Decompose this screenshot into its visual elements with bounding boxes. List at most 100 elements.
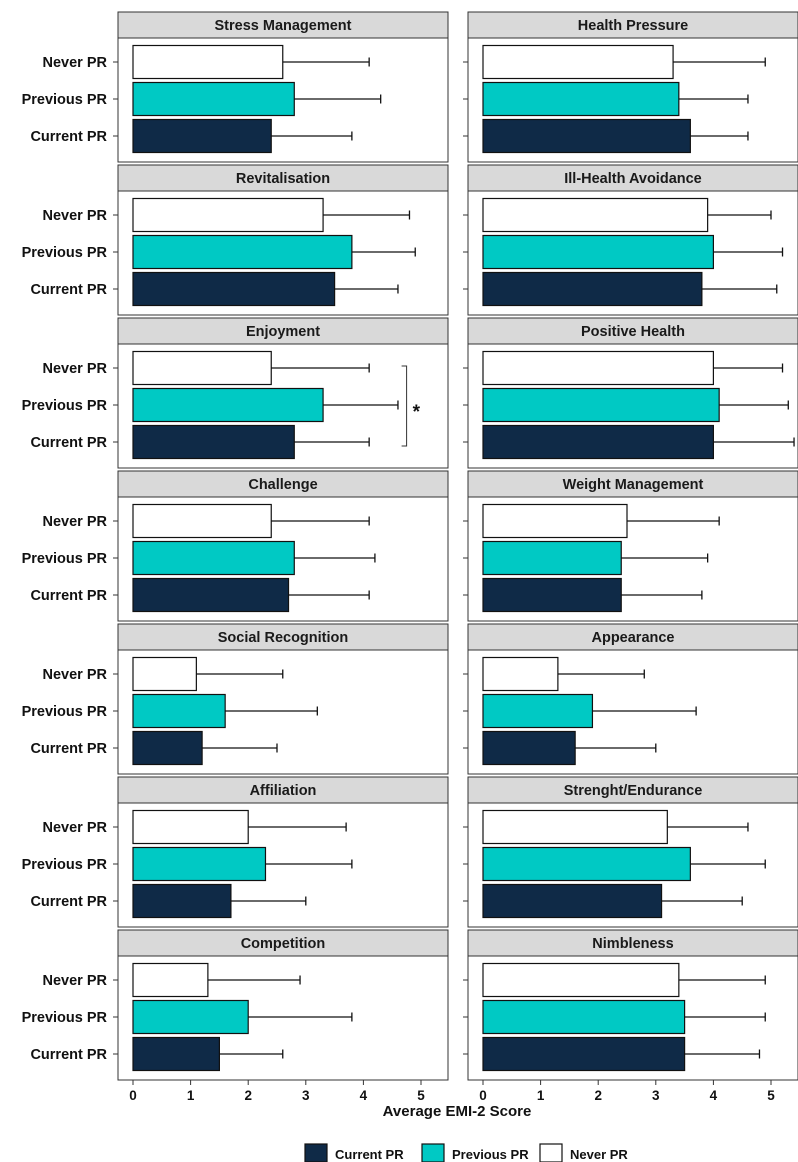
bar-previous-pr bbox=[482, 693, 594, 729]
bar-previous-pr bbox=[482, 999, 686, 1035]
panel-positive-health: Positive Health bbox=[463, 317, 798, 469]
panel-title: Enjoyment bbox=[246, 324, 320, 340]
bar-never-pr bbox=[132, 350, 272, 386]
bar-never-pr bbox=[132, 503, 272, 539]
legend-swatch-current-pr bbox=[304, 1143, 328, 1162]
category-label: Never PR bbox=[43, 208, 108, 224]
legend-label-never-pr: Never PR bbox=[570, 1147, 628, 1162]
category-label: Current PR bbox=[30, 1047, 107, 1063]
bar-previous-pr bbox=[482, 540, 622, 576]
panel-strip bbox=[467, 929, 798, 957]
x-axis-left: 0 1 2 3 4 5 bbox=[129, 1080, 425, 1103]
x-axes-layer: 0 1 2 3 4 5 0 1 2 3 4 5 bbox=[129, 1080, 775, 1103]
panel-strip bbox=[117, 776, 449, 804]
panel-nimbleness: Nimbleness bbox=[463, 929, 798, 1081]
bar-previous-pr bbox=[482, 234, 714, 270]
x-tick-label: 3 bbox=[302, 1088, 310, 1103]
bar-never-pr bbox=[482, 809, 668, 845]
bar-previous-pr bbox=[132, 387, 324, 423]
x-tick-label: 5 bbox=[767, 1088, 775, 1103]
category-label: Current PR bbox=[30, 435, 107, 451]
bar-current-pr bbox=[132, 424, 295, 460]
x-tick-label: 1 bbox=[187, 1088, 195, 1103]
panel-strenght-endurance: Strenght/Endurance bbox=[463, 776, 798, 928]
x-tick-label: 4 bbox=[710, 1088, 718, 1103]
panel-strip bbox=[117, 470, 449, 498]
bar-previous-pr bbox=[132, 234, 353, 270]
panel-title: Competition bbox=[241, 936, 326, 952]
x-tick-label: 2 bbox=[244, 1088, 252, 1103]
panel-title: Social Recognition bbox=[218, 630, 349, 646]
bar-never-pr bbox=[482, 656, 559, 692]
panel-strip bbox=[117, 11, 449, 39]
panel-title: Positive Health bbox=[581, 324, 685, 340]
x-tick-label: 0 bbox=[479, 1088, 487, 1103]
category-label: Previous PR bbox=[22, 857, 108, 873]
category-label: Previous PR bbox=[22, 398, 108, 414]
category-label: Never PR bbox=[43, 361, 108, 377]
panel-title: Ill-Health Avoidance bbox=[564, 171, 702, 187]
bar-current-pr bbox=[482, 118, 691, 154]
panel-title: Stress Management bbox=[215, 18, 352, 34]
legend: Current PR Previous PR Never PR bbox=[304, 1143, 628, 1162]
bar-never-pr bbox=[482, 962, 680, 998]
panel-title: Revitalisation bbox=[236, 171, 330, 187]
bar-current-pr bbox=[482, 730, 576, 766]
bar-current-pr bbox=[482, 424, 714, 460]
bar-current-pr bbox=[132, 118, 272, 154]
panel-challenge: Challenge Never PR Previous PR Current PR bbox=[22, 470, 449, 622]
category-label: Current PR bbox=[30, 588, 107, 604]
bar-previous-pr bbox=[132, 693, 226, 729]
category-label: Current PR bbox=[30, 741, 107, 757]
category-label: Previous PR bbox=[22, 704, 108, 720]
bar-never-pr bbox=[132, 197, 324, 233]
bar-never-pr bbox=[132, 44, 284, 80]
category-label: Previous PR bbox=[22, 245, 108, 261]
bar-current-pr bbox=[482, 1036, 686, 1072]
panel-health-pressure: Health Pressure bbox=[463, 11, 798, 163]
significance-marker: * bbox=[413, 402, 421, 423]
bar-current-pr bbox=[132, 883, 232, 919]
x-tick-label: 0 bbox=[129, 1088, 137, 1103]
bar-never-pr bbox=[482, 197, 709, 233]
x-axis-right: 0 1 2 3 4 5 bbox=[479, 1080, 775, 1103]
panel-title: Nimbleness bbox=[592, 936, 673, 952]
significance-bracket bbox=[401, 365, 408, 447]
panel-strip bbox=[467, 470, 798, 498]
bar-current-pr bbox=[132, 730, 203, 766]
panel-strip bbox=[117, 317, 449, 345]
bar-never-pr bbox=[482, 503, 628, 539]
category-label: Previous PR bbox=[22, 1010, 108, 1026]
panel-competition: Competition Never PR Previous PR Current PR bbox=[22, 929, 449, 1081]
x-tick-label: 2 bbox=[594, 1088, 602, 1103]
bar-current-pr bbox=[132, 577, 290, 613]
bar-previous-pr bbox=[132, 540, 295, 576]
legend-label-previous-pr: Previous PR bbox=[452, 1147, 529, 1162]
panel-enjoyment: Enjoyment Never PR Previous PR Current PR * bbox=[22, 317, 449, 469]
legend-swatch-previous-pr bbox=[421, 1143, 445, 1162]
x-tick-label: 3 bbox=[652, 1088, 660, 1103]
legend-swatch-never-pr bbox=[539, 1143, 563, 1162]
legend-label-current-pr: Current PR bbox=[335, 1147, 404, 1162]
bar-never-pr bbox=[482, 44, 674, 80]
panel-stress-management: Stress Management Never PR Previous PR Curr… bbox=[22, 11, 449, 163]
category-label: Never PR bbox=[43, 667, 108, 683]
category-label: Current PR bbox=[30, 282, 107, 298]
bar-previous-pr bbox=[482, 846, 691, 882]
panel-title: Appearance bbox=[591, 630, 674, 646]
bar-previous-pr bbox=[482, 387, 720, 423]
bar-current-pr bbox=[132, 1036, 221, 1072]
panel-title: Health Pressure bbox=[578, 18, 688, 34]
x-tick-label: 4 bbox=[360, 1088, 368, 1103]
bar-previous-pr bbox=[132, 846, 267, 882]
panel-appearance: Appearance bbox=[463, 623, 798, 775]
bar-never-pr bbox=[132, 809, 249, 845]
panel-title: Weight Management bbox=[563, 477, 704, 493]
panel-social-recognition: Social Recognition Never PR Previous PR Cur… bbox=[22, 623, 449, 775]
bar-current-pr bbox=[482, 271, 703, 307]
panel-affiliation: Affiliation Never PR Previous PR Current PR bbox=[22, 776, 449, 928]
category-label: Never PR bbox=[43, 55, 108, 71]
panel-title: Strenght/Endurance bbox=[564, 783, 703, 799]
category-label: Never PR bbox=[43, 514, 108, 530]
